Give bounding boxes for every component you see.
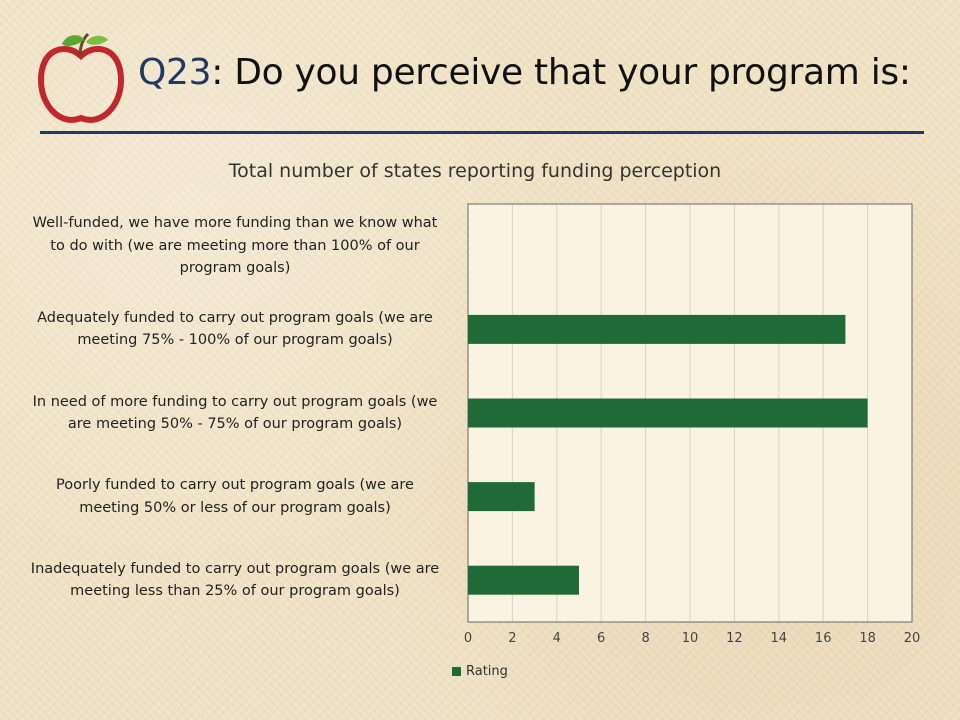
category-label: Well-funded, we have more funding than w… bbox=[32, 215, 438, 277]
chart-title: Total number of states reporting funding… bbox=[228, 160, 722, 182]
apple-logo-icon bbox=[37, 32, 125, 123]
legend-swatch bbox=[452, 667, 461, 676]
slide-title: Q23: Do you perceive that your program i… bbox=[138, 52, 911, 93]
category-label: Adequately funded to carry out program g… bbox=[37, 309, 433, 349]
x-tick-label: 8 bbox=[641, 631, 649, 646]
x-tick-label: 14 bbox=[771, 631, 788, 646]
x-tick-label: 16 bbox=[815, 631, 832, 646]
x-tick-label: 12 bbox=[726, 631, 743, 646]
x-tick-label: 4 bbox=[553, 631, 561, 646]
chart-legend: Rating bbox=[452, 664, 508, 679]
bar bbox=[468, 482, 535, 512]
question-text: : Do you perceive that your program is: bbox=[211, 52, 911, 93]
bar bbox=[468, 398, 868, 428]
bar bbox=[468, 565, 579, 595]
category-label: Poorly funded to carry out program goals… bbox=[56, 477, 414, 516]
category-label: Inadequately funded to carry out program… bbox=[30, 560, 440, 600]
x-tick-label: 2 bbox=[508, 631, 516, 646]
title-divider bbox=[40, 131, 924, 134]
bar bbox=[468, 314, 846, 344]
x-tick-label: 20 bbox=[904, 631, 921, 646]
x-tick-label: 10 bbox=[682, 631, 699, 646]
question-number: Q23 bbox=[138, 52, 212, 93]
x-tick-label: 6 bbox=[597, 631, 605, 646]
legend-label: Rating bbox=[466, 664, 508, 679]
category-label: In need of more funding to carry out pro… bbox=[32, 393, 438, 433]
x-tick-label: 18 bbox=[859, 631, 876, 646]
x-tick-label: 0 bbox=[464, 631, 472, 646]
